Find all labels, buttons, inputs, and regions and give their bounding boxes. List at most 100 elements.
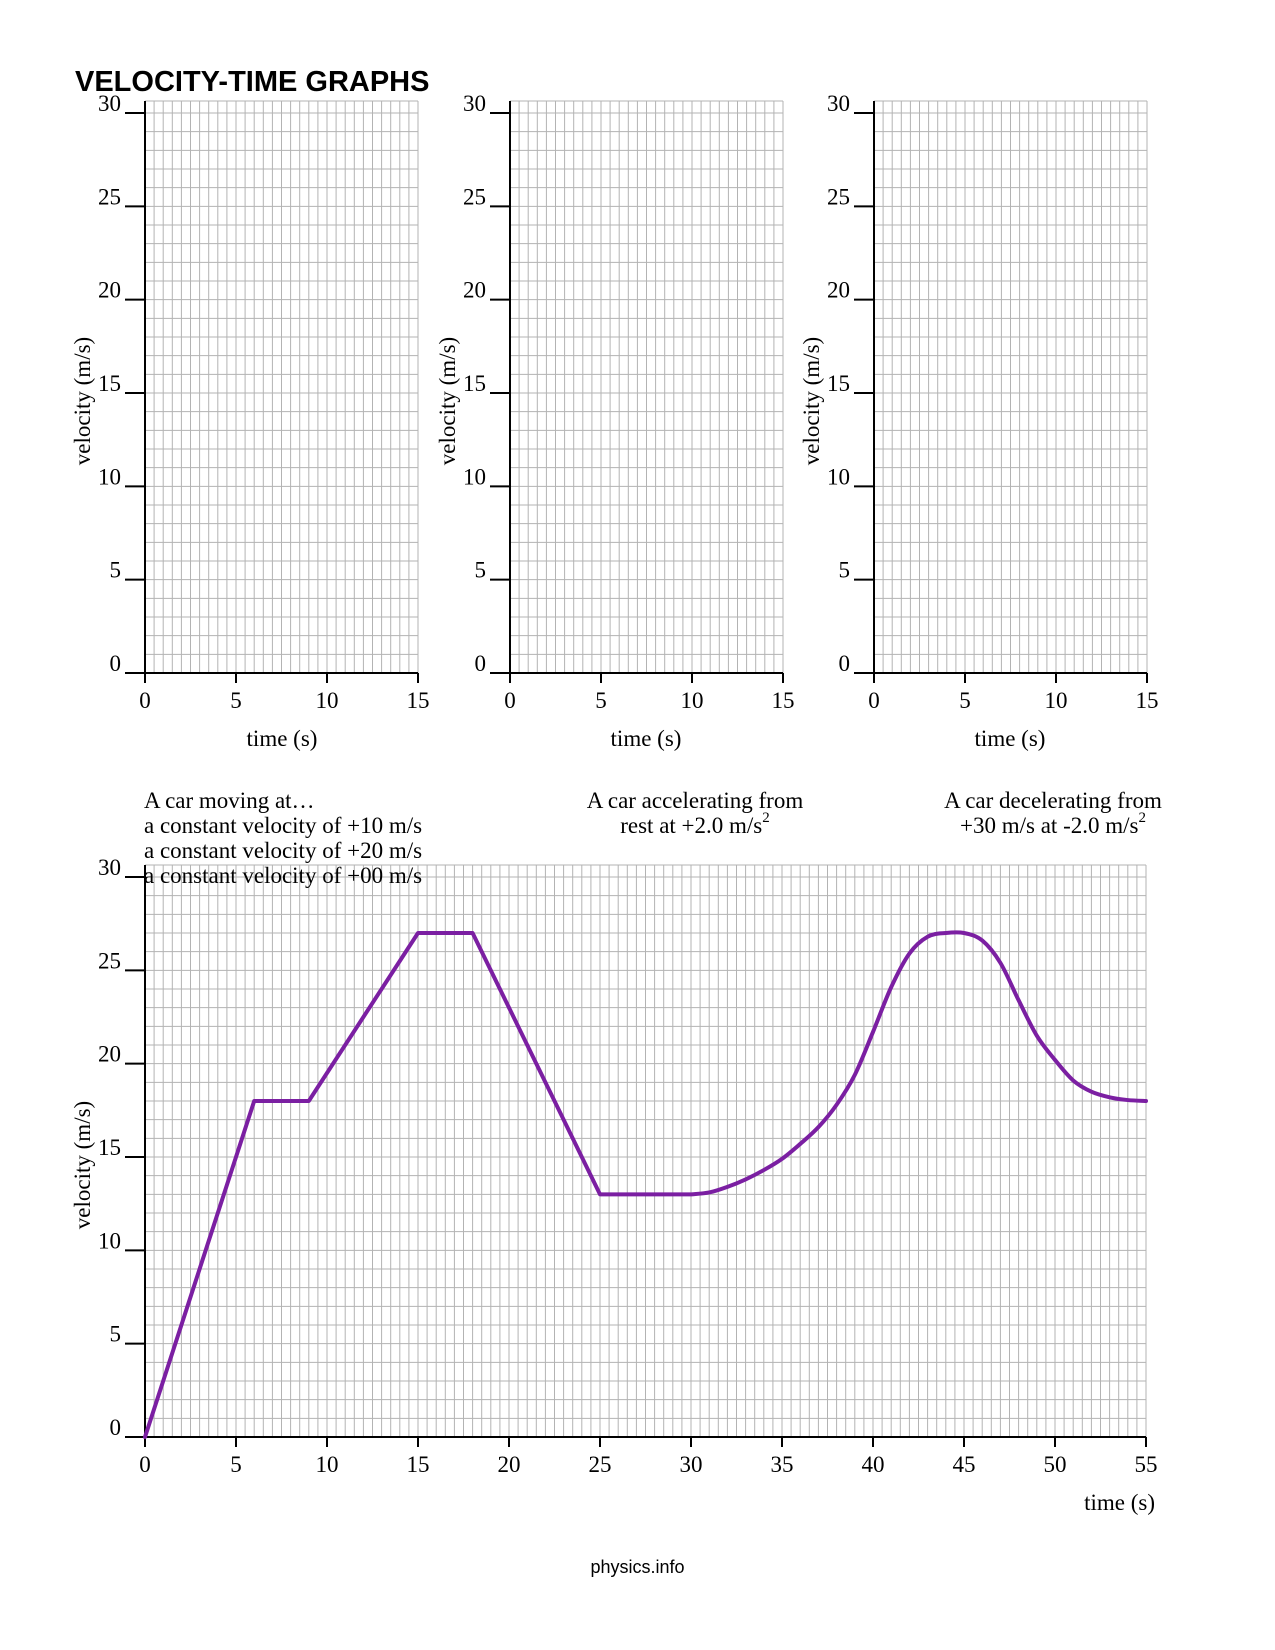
caption-text: rest at +2.0 m/s: [620, 813, 763, 838]
y-tick-label: 10: [463, 464, 486, 489]
caption-line: rest at +2.0 m/s2: [520, 810, 870, 839]
data-point: [143, 1435, 147, 1439]
data-point: [780, 1157, 784, 1161]
data-point: [762, 1168, 766, 1172]
x-tick-label: 5: [595, 688, 607, 713]
x-tick-label: 5: [230, 688, 242, 713]
y-tick-label: 20: [827, 278, 850, 303]
y-tick-label: 15: [98, 371, 121, 396]
y-axis-label: velocity (m/s): [70, 337, 95, 465]
data-point: [689, 1192, 693, 1196]
data-point: [1035, 1034, 1039, 1038]
y-tick-label: 15: [463, 371, 486, 396]
y-tick-label: 5: [839, 558, 851, 583]
caption-line: A car decelerating from: [944, 788, 1162, 813]
y-tick-label: 20: [463, 278, 486, 303]
y-axis-label: velocity (m/s): [70, 1101, 95, 1229]
x-tick-label: 10: [681, 688, 704, 713]
caption-line: a constant velocity of +00 m/s: [144, 863, 423, 888]
data-point: [871, 1030, 875, 1034]
y-axis-label: velocity (m/s): [435, 337, 460, 465]
data-point: [1108, 1095, 1112, 1099]
x-tick-label: 10: [1045, 688, 1068, 713]
x-tick-label: 25: [589, 1452, 612, 1477]
x-tick-label: 45: [953, 1452, 976, 1477]
data-point: [926, 935, 930, 939]
data-point: [416, 931, 420, 935]
data-point: [853, 1073, 857, 1077]
y-tick-label: 0: [110, 651, 122, 676]
data-point: [798, 1142, 802, 1146]
caption-superscript: 2: [762, 810, 770, 826]
grid: [874, 100, 1148, 673]
caption-line: a constant velocity of +10 m/s: [144, 813, 423, 838]
y-tick-label: 0: [475, 651, 487, 676]
x-tick-label: 40: [862, 1452, 885, 1477]
caption-line: +30 m/s at -2.0 m/s2: [878, 811, 1228, 839]
data-point: [944, 931, 948, 935]
y-tick-label: 5: [110, 558, 122, 583]
data-point: [889, 985, 893, 989]
data-point: [725, 1185, 729, 1189]
data-point: [252, 1099, 256, 1103]
chart-2: 0 5 10 15 0 5 10 15 20 25 30 time (s) velocity (m/s): [435, 91, 795, 751]
data-point: [744, 1177, 748, 1181]
data-point: [598, 1192, 602, 1196]
data-point: [835, 1103, 839, 1107]
caption-line: A car moving at…: [144, 788, 315, 813]
y-tick-label: 15: [827, 371, 850, 396]
x-tick-label: 50: [1044, 1452, 1067, 1477]
x-tick-label: 15: [407, 1452, 430, 1477]
chart-1: 0 5 10 15 0 5 10 15 20 25 30 time (s) velocity (m/s): [70, 91, 430, 751]
y-tick-label: 0: [839, 651, 851, 676]
y-tick-label: 30: [98, 855, 121, 880]
x-tick-label: 0: [139, 1452, 151, 1477]
y-tick-label: 30: [463, 91, 486, 116]
caption-accelerating: A car accelerating from rest at +2.0 m/s…: [520, 788, 870, 838]
grid: [510, 100, 784, 673]
x-tick-label: 10: [316, 1452, 339, 1477]
y-tick-label: 10: [827, 464, 850, 489]
y-tick-label: 10: [98, 464, 121, 489]
data-point: [471, 931, 475, 935]
data-point: [1071, 1078, 1075, 1082]
chart-4: 0 5 10 15 20 25 30 35 40 45 50 55 0 5 10 15 20 25 30 time (…: [70, 855, 1158, 1515]
chart-3: 0 5 10 15 0 5 10 15 20 25 30 time (s) velocity (m/s): [799, 91, 1159, 751]
y-tick-label: 25: [463, 184, 486, 209]
data-point: [1017, 998, 1021, 1002]
grid: [145, 100, 419, 673]
y-tick-label: 20: [98, 278, 121, 303]
y-tick-label: 10: [98, 1228, 121, 1253]
grid: [145, 864, 1147, 1437]
page-title: VELOCITY-TIME GRAPHS: [75, 66, 430, 98]
x-tick-label: 30: [680, 1452, 703, 1477]
x-tick-label: 0: [868, 688, 880, 713]
data-point: [962, 931, 966, 935]
data-point: [998, 961, 1002, 965]
x-tick-label: 15: [1136, 688, 1159, 713]
caption-line: A car accelerating from: [586, 788, 804, 813]
caption-constant-velocity: A car moving at… a constant velocity of …: [144, 788, 422, 888]
caption-text: +30 m/s at -2.0 m/s: [960, 813, 1139, 838]
x-tick-label: 55: [1135, 1452, 1158, 1477]
x-tick-label: 10: [316, 688, 339, 713]
x-tick-label: 35: [771, 1452, 794, 1477]
data-point: [1089, 1090, 1093, 1094]
y-tick-label: 5: [110, 1322, 122, 1347]
x-axis-label: time (s): [611, 726, 682, 751]
y-tick-label: 0: [110, 1415, 122, 1440]
x-tick-label: 15: [772, 688, 795, 713]
velocity-series-line: [143, 930, 1148, 1439]
data-point: [816, 1125, 820, 1129]
data-point: [1144, 1099, 1148, 1103]
x-tick-label: 5: [230, 1452, 242, 1477]
y-axis-label: velocity (m/s): [799, 337, 824, 465]
data-point: [980, 938, 984, 942]
y-tick-label: 20: [98, 1042, 121, 1067]
caption-line: a constant velocity of +20 m/s: [144, 838, 423, 863]
y-tick-label: 30: [98, 91, 121, 116]
data-point: [707, 1190, 711, 1194]
caption-decelerating: A car decelerating from +30 m/s at -2.0 …: [878, 788, 1228, 838]
footer-credit: physics.info: [590, 1557, 685, 1577]
